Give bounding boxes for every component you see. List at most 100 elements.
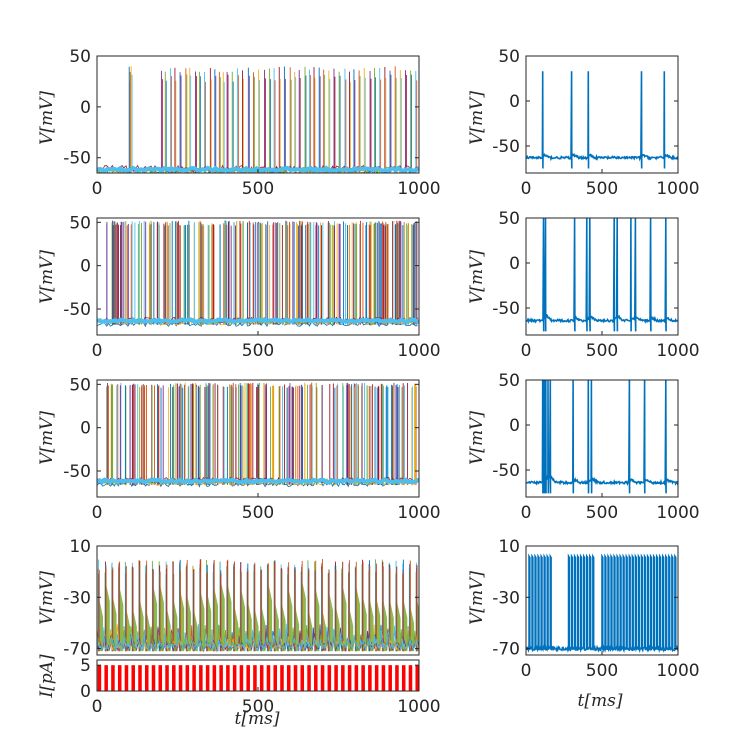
current-pulse-bar [253, 665, 257, 691]
current-pulse-bar [212, 665, 217, 691]
plot-area [97, 66, 419, 173]
current-pulse-bar [334, 665, 338, 691]
ylabel-row3-ensemble: V[mV] [37, 411, 57, 465]
current-pulse-bar [158, 665, 163, 691]
current-pulse-bar [307, 665, 311, 691]
panel-row4-ensemble: -70 -30 10 [63, 537, 420, 660]
current-pulse-bar [185, 665, 190, 691]
trace-line [526, 380, 678, 494]
current-pulse-bar [327, 665, 332, 691]
current-pulse-bar [144, 665, 149, 691]
current-pulse-bar [226, 665, 230, 691]
ylabel-row4-single: V[mV] [467, 571, 487, 625]
spike-line [671, 553, 674, 650]
xlabel-row4-single: t[ms] [578, 691, 623, 711]
y-tick-label: 50 [69, 47, 91, 67]
trace-line [526, 218, 678, 332]
current-pulse-bar [138, 665, 142, 691]
x-tick-label: 0 [92, 179, 103, 199]
x-tick-label: 500 [586, 179, 618, 199]
current-pulse-bar [368, 665, 372, 691]
spike-line [592, 553, 595, 650]
spike-line [631, 553, 634, 650]
x-tick-label: 0 [92, 503, 103, 523]
current-pulse-bar [205, 665, 210, 691]
spike-line [570, 553, 574, 650]
x-tick-label: 0 [521, 503, 532, 523]
y-tick-label: -50 [63, 300, 91, 320]
y-tick-label: -50 [492, 137, 520, 157]
y-tick-label: 0 [80, 419, 91, 439]
current-pulse-bar [374, 665, 379, 691]
current-pulse-bar [395, 665, 399, 691]
current-pulse-bar [97, 665, 102, 691]
mean-trace-line [97, 317, 419, 325]
spike-line [652, 553, 656, 650]
current-pulse-bar [341, 665, 345, 691]
current-pulse-bar [219, 665, 223, 691]
spike-line [649, 553, 653, 650]
current-pulse-bar [246, 665, 250, 691]
spike-line [549, 553, 552, 650]
x-tick-label: 1000 [656, 179, 699, 199]
current-pulse-bar [347, 665, 352, 691]
spike-line [613, 553, 616, 650]
spike-line [634, 553, 637, 650]
y-tick-label: 10 [498, 537, 520, 557]
y-tick-label: 10 [69, 537, 91, 557]
y-tick-label: 0 [80, 98, 91, 118]
plot-area [97, 220, 419, 328]
current-pulse-bar [300, 665, 305, 691]
spike-line [546, 553, 549, 650]
spike-line [637, 553, 641, 650]
spike-line [573, 553, 577, 650]
spike-line [543, 553, 546, 650]
spike-line [625, 553, 628, 650]
current-pulse-bar [314, 665, 318, 691]
x-tick-label: 1000 [656, 341, 699, 361]
y-tick-label: 0 [80, 257, 91, 277]
current-pulse-bar [151, 665, 156, 691]
spike-line [622, 553, 625, 650]
panel-row4-current: 0 5 0 500 1000 [80, 656, 440, 717]
plot-area [97, 665, 419, 691]
spike-line [531, 553, 534, 650]
spike-line [537, 553, 540, 650]
current-pulse-bar [199, 665, 203, 691]
current-pulse-bar [286, 665, 291, 691]
spike-line [528, 553, 531, 650]
spike-line [601, 553, 604, 650]
spike-line [658, 553, 662, 650]
current-pulse-bar [415, 665, 419, 691]
current-pulse-bar [104, 665, 108, 691]
x-tick-label: 0 [92, 341, 103, 361]
spike-line [616, 553, 619, 650]
spike-line [604, 553, 607, 650]
xlabel-row4-current: t[ms] [235, 709, 280, 729]
x-tick-label: 0 [92, 697, 103, 717]
y-tick-label: 5 [80, 656, 91, 676]
panel-row4-single: -70 -30 10 0 500 1000 [492, 537, 699, 681]
spike-line [643, 553, 647, 650]
x-tick-label: 500 [242, 179, 274, 199]
current-pulse-bar [293, 665, 298, 691]
spike-line [540, 553, 543, 650]
x-tick-label: 1000 [397, 697, 440, 717]
current-pulse-bar [280, 665, 284, 691]
current-pulse-bar [131, 665, 135, 691]
current-pulse-bar [354, 665, 359, 691]
spike-line [655, 553, 659, 650]
x-tick-label: 1000 [656, 503, 699, 523]
current-pulse-bar [273, 665, 277, 691]
y-tick-label: 50 [498, 371, 520, 391]
spike-line [582, 553, 586, 650]
x-tick-label: 1000 [656, 661, 699, 681]
ylabel-row2-single: V[mV] [467, 250, 487, 304]
current-pulse-bar [259, 665, 264, 691]
current-pulse-bar [320, 665, 325, 691]
